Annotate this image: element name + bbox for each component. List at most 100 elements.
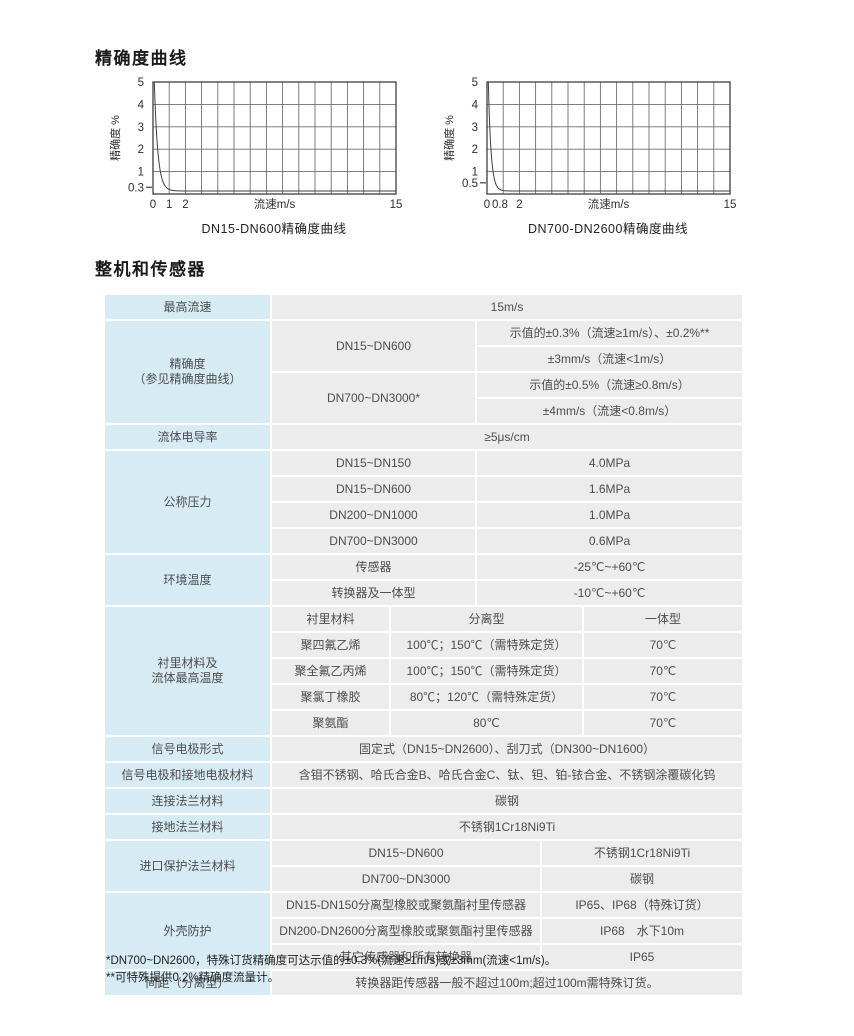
table-row: 信号电极和接地电极材料 含钼不锈钢、哈氏合金B、哈氏合金C、钛、钽、铂-铱合金、不… <box>105 763 742 787</box>
svg-text:4: 4 <box>472 99 479 111</box>
spec-cell: 含钼不锈钢、哈氏合金B、哈氏合金C、钛、钽、铂-铱合金、不锈钢涂覆碳化钨 <box>272 763 742 787</box>
svg-text:15: 15 <box>724 199 737 211</box>
spec-cell: 固定式（DN15~DN2600）、刮刀式（DN300~DN1600） <box>272 737 742 761</box>
spec-cell: 不锈钢1Cr18Ni9Ti <box>272 815 742 839</box>
chart-caption: DN15-DN600精确度曲线 <box>201 222 347 236</box>
svg-text:0: 0 <box>150 199 156 211</box>
table-row: 接地法兰材料 不锈钢1Cr18Ni9Ti <box>105 815 742 839</box>
svg-text:精确度 %: 精确度 % <box>108 115 122 161</box>
row-label: 连接法兰材料 <box>105 789 270 813</box>
svg-text:3: 3 <box>138 122 144 134</box>
table-row: DN700~DN3000* 示值的±0.5%（流速≥0.8m/s） <box>105 373 742 423</box>
spec-cell: 示值的±0.3%（流速≥1m/s）、±0.2%** <box>477 321 742 345</box>
spec-cell: IP65、IP68（特殊订货） <box>542 893 742 917</box>
spec-cell: 一体型 <box>584 607 742 631</box>
table-row: 间距（分离型） 转换器距传感器一般不超过100m;超过100m需特殊订货。 <box>105 971 742 995</box>
table-row: 衬里材料及 流体最高温度 衬里材料 分离型 一体型 <box>105 607 742 735</box>
svg-text:5: 5 <box>138 77 144 89</box>
spec-cell: 80℃；120℃（需特殊定货） <box>391 685 582 709</box>
spec-cell: 70℃ <box>584 685 742 709</box>
spec-cell: 衬里材料 <box>272 607 389 631</box>
spec-cell: DN700~DN3000 <box>272 529 475 553</box>
spec-cell: IP65 <box>542 945 742 969</box>
spec-cell: 转换器及一体型 <box>272 581 475 605</box>
table-row: DN700~DN3000 碳钢 <box>105 867 742 891</box>
svg-text:1: 1 <box>138 167 144 179</box>
spec-cell: 碳钢 <box>542 867 742 891</box>
row-label: 信号电极和接地电极材料 <box>105 763 270 787</box>
spec-cell: 100℃；150℃（需特殊定货） <box>391 659 582 683</box>
svg-text:2: 2 <box>472 144 478 156</box>
spec-cell: 分离型 <box>391 607 582 631</box>
table-row: 转换器及一体型 -10℃~+60℃ <box>105 581 742 605</box>
spec-cell: 聚四氟乙烯 <box>272 633 389 657</box>
svg-text:0.3: 0.3 <box>128 182 144 194</box>
svg-text:流速m/s: 流速m/s <box>588 197 630 211</box>
table-row: 连接法兰材料 碳钢 <box>105 789 742 813</box>
accuracy-chart-dn700-dn2600: 5 4 3 2 1 0.5 0 0.8 2 15 流速m/s 精确度 % DN700-DN2600精确… <box>439 76 739 237</box>
table-row: 环境温度 传感器 -25℃~+60℃ <box>105 555 742 605</box>
spec-cell: 转换器距传感器一般不超过100m;超过100m需特殊订货。 <box>272 971 742 995</box>
footnote-2: **可特殊提供0.2%精确度流量计。 <box>106 972 280 984</box>
table-row: ±4mm/s（流速<0.8m/s） <box>105 399 742 423</box>
svg-text:0: 0 <box>484 199 490 211</box>
footnote-1: *DN700~DN2600，特殊订货精确度可达示值的±0.3%(流速≥1m/s)… <box>106 955 557 967</box>
section-title-accuracy-curves: 精确度曲线 <box>95 49 188 68</box>
section-title-machine-and-sensor: 整机和传感器 <box>95 260 206 279</box>
spec-cell: DN15~DN600 <box>272 841 540 865</box>
table-row: 其它传感器和所有转换器 IP65 <box>105 945 742 969</box>
spec-cell: 70℃ <box>584 711 742 735</box>
svg-text:2: 2 <box>138 144 144 156</box>
row-label: 环境温度 <box>105 555 270 605</box>
row-label: 最高流速 <box>105 295 270 319</box>
spec-cell: IP68 水下10m <box>542 919 742 943</box>
accuracy-chart-dn15-dn600: 5 4 3 2 1 0.3 0 1 2 15 流速m/s 精确度 % DN15-DN600精确度曲线 <box>105 76 405 237</box>
table-row: 流体电导率 ≥5μs/cm <box>105 425 742 449</box>
svg-text:2: 2 <box>516 199 522 211</box>
spec-cell: DN200~DN1000 <box>272 503 475 527</box>
footnotes: *DN700~DN2600，特殊订货精确度可达示值的±0.3%(流速≥1m/s)… <box>106 953 556 987</box>
table-row: 聚氯丁橡胶 80℃；120℃（需特殊定货） 70℃ <box>105 685 742 709</box>
row-label: 信号电极形式 <box>105 737 270 761</box>
spec-cell: -10℃~+60℃ <box>477 581 742 605</box>
table-row: 聚四氟乙烯 100℃；150℃（需特殊定货） 70℃ <box>105 633 742 657</box>
table-row: 进口保护法兰材料 DN15~DN600 不锈钢1Cr18Ni9Ti <box>105 841 742 891</box>
row-label: 进口保护法兰材料 <box>105 841 270 891</box>
spec-cell: 聚氯丁橡胶 <box>272 685 389 709</box>
accuracy-chart-svg: 5 4 3 2 10.5 0 0.8 2 15 流速m/s 精确度 % <box>442 77 737 211</box>
svg-text:0.5: 0.5 <box>462 178 478 190</box>
spec-cell: ≥5μs/cm <box>272 425 742 449</box>
spec-cell: 70℃ <box>584 659 742 683</box>
row-label: 流体电导率 <box>105 425 270 449</box>
svg-text:4: 4 <box>138 99 145 111</box>
spec-cell: 聚氨酯 <box>272 711 389 735</box>
spec-cell: DN15~DN600 <box>272 321 475 371</box>
table-row: 聚全氟乙丙烯 100℃；150℃（需特殊定货） 70℃ <box>105 659 742 683</box>
spec-cell: DN700~DN3000* <box>272 373 475 423</box>
spec-cell: 示值的±0.5%（流速≥0.8m/s） <box>477 373 742 397</box>
row-label: 公称压力 <box>105 451 270 553</box>
table-row: 公称压力 DN15~DN150 4.0MPa <box>105 451 742 553</box>
row-label: 衬里材料及 流体最高温度 <box>105 607 270 735</box>
svg-text:流速m/s: 流速m/s <box>254 197 296 211</box>
accuracy-chart-dn15-dn600-plot: 5 4 3 2 1 0.3 0 1 2 15 流速m/s 精确度 % <box>105 76 405 216</box>
table-row: DN200~DN1000 1.0MPa <box>105 503 742 527</box>
table-row: 外壳防护 DN15-DN150分离型橡胶或聚氨酯衬里传感器 IP65、IP68（特殊… <box>105 893 742 969</box>
table-row: DN200-DN2600分离型橡胶或聚氨酯衬里传感器 IP68 水下10m <box>105 919 742 943</box>
table-row: ±3mm/s（流速<1m/s） <box>105 347 742 371</box>
spec-cell: 15m/s <box>272 295 742 319</box>
spec-cell: 4.0MPa <box>477 451 742 475</box>
spec-cell: ±3mm/s（流速<1m/s） <box>477 347 742 371</box>
svg-text:15: 15 <box>390 199 403 211</box>
spec-cell: DN700~DN3000 <box>272 867 540 891</box>
spec-cell: DN15~DN600 <box>272 477 475 501</box>
row-label: 精确度 （参见精确度曲线） <box>105 321 270 423</box>
table-row: 信号电极形式 固定式（DN15~DN2600）、刮刀式（DN300~DN1600） <box>105 737 742 761</box>
spec-cell: 其它传感器和所有转换器 <box>272 945 540 969</box>
accuracy-chart-dn700-dn2600-plot: 5 4 3 2 1 0.5 0 0.8 2 15 流速m/s 精确度 % <box>439 76 739 216</box>
spec-table-body: 最高流速 15m/s 精确度 （参见精确度曲线） DN15~DN600 示值的±0.3%（… <box>105 295 742 995</box>
table-row: 聚氨酯 80℃ 70℃ <box>105 711 742 735</box>
spec-cell: DN15~DN150 <box>272 451 475 475</box>
spec-cell: 0.6MPa <box>477 529 742 553</box>
